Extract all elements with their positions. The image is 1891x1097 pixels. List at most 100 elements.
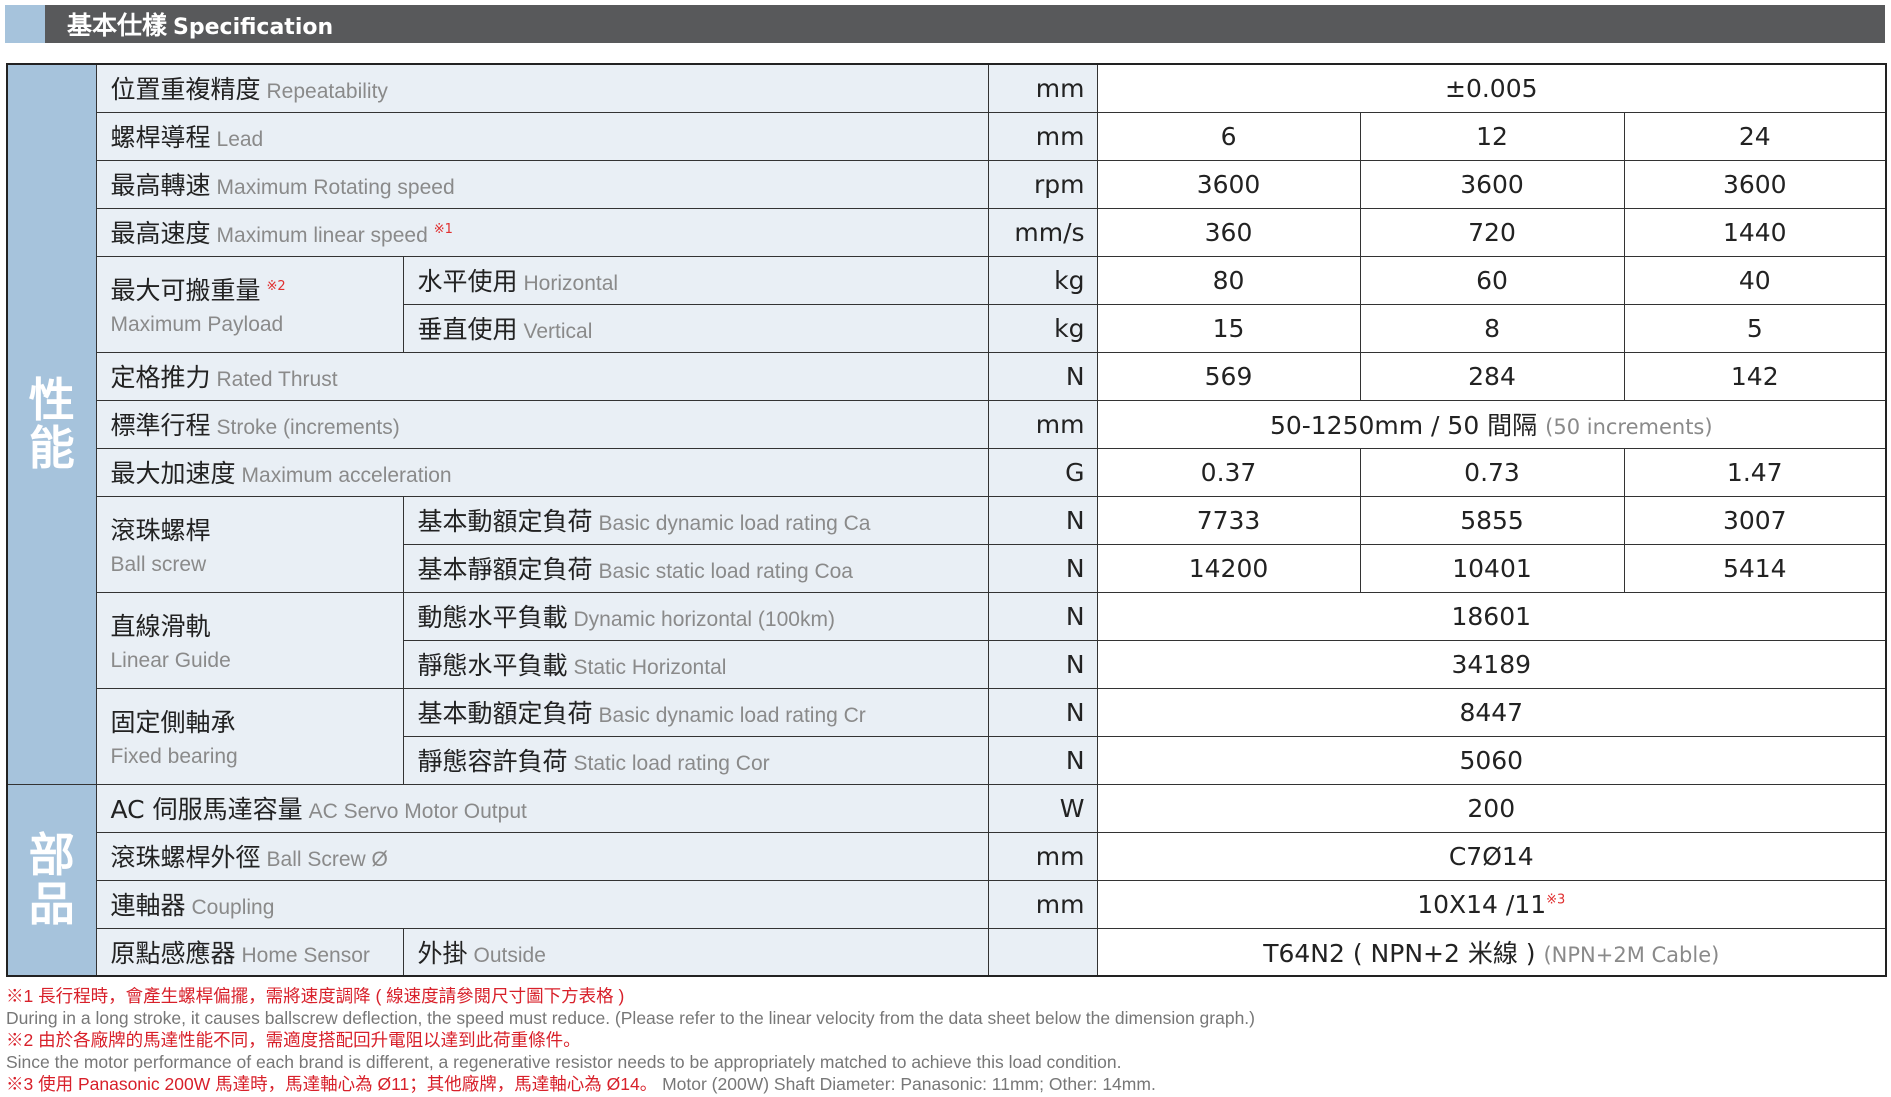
value-text: 5 [1746, 313, 1763, 343]
label-zh: 最大可搬重量 [110, 276, 261, 305]
unit-cell: mm [987, 879, 1098, 929]
label-en: Static Horizontal [573, 656, 727, 679]
unit-cell: W [987, 783, 1098, 833]
value-text: 7733 [1196, 505, 1261, 535]
unit-cell: N [987, 639, 1098, 689]
value-cell: 7733 [1096, 495, 1361, 545]
unit-cell: mm [987, 399, 1098, 449]
value-text: ±0.005 [1445, 73, 1538, 103]
label-en: Repeatability [266, 80, 388, 104]
value-text: 5414 [1722, 553, 1787, 583]
value-cell: C7Ø14 [1096, 831, 1887, 881]
value-text: 569 [1204, 361, 1253, 391]
spec-label: 固定側軸承 Fixed bearing [95, 687, 404, 785]
label-zh: 最大加速度 [110, 459, 236, 488]
footnote-text: ※3 使用 Panasonic 200W 馬達時，馬達軸心為 Ø11；其他廠牌，… [6, 1074, 658, 1094]
value-cell: 10X14 /11※3 [1096, 879, 1887, 929]
table-row: 滾珠螺桿 Ball screw 基本動額定負荷 Basic dynamic load … [7, 495, 1887, 593]
value-text: 8 [1484, 313, 1500, 343]
value-cell: 569 [1096, 351, 1361, 401]
header-accent [5, 5, 45, 43]
spec-label: 標準行程 Stroke (increments) [95, 399, 989, 449]
label-zh: 固定側軸承 [110, 708, 236, 737]
label-en: Stroke (increments) [216, 416, 400, 439]
label-zh: 最高轉速 [110, 171, 211, 200]
spec-table: 性能 位置重複精度 Repeatability mm ±0.005 螺桿導程 Lead mm 6… [6, 63, 1888, 977]
label-en: Ball screw [110, 553, 207, 576]
spec-label: 滾珠螺桿外徑 Ball Screw Ø [95, 831, 989, 881]
value-cell: 14200 [1096, 543, 1361, 593]
label-zh: 滾珠螺桿外徑 [110, 843, 261, 872]
spec-label: 螺桿導程 Lead [95, 111, 989, 161]
label-zh: 基本靜額定負荷 [417, 555, 593, 584]
value-cell: 10401 [1359, 543, 1625, 593]
footnote-line: ※2 由於各廠牌的馬達性能不同，需適度搭配回升電阻以達到此荷重條件。 [6, 1029, 1255, 1051]
footnotes: ※1 長行程時，會產生螺桿偏擺，需將速度調降 ( 線速度請參閱尺寸圖下方表格 )… [6, 985, 1255, 1095]
value-text: 18601 [1451, 601, 1532, 631]
label-zh: 直線滑軌 [110, 612, 211, 641]
label-zh: 最高速度 [110, 219, 211, 248]
label-zh: 標準行程 [110, 411, 211, 440]
label-en: Linear Guide [110, 649, 231, 672]
spec-label: 最高轉速 Maximum Rotating speed [95, 159, 989, 209]
label-zh: 水平使用 [417, 267, 518, 296]
label-zh: 定格推力 [110, 363, 211, 392]
label-en: Home Sensor [241, 943, 370, 967]
value-en: (50 increments) [1545, 415, 1713, 439]
label-zh: 連軸器 [110, 891, 186, 920]
spec-label: 靜態容許負荷 Static load rating Cor [402, 735, 989, 785]
label-en: Basic dynamic load rating Ca [598, 512, 871, 535]
value-cell: 5414 [1623, 543, 1887, 593]
label-en: Vertical [523, 320, 593, 343]
label-en: Rated Thrust [216, 368, 338, 391]
value-cell: 360 [1096, 207, 1361, 257]
label-en: AC Servo Motor Output [308, 800, 527, 823]
value-cell: 18601 [1096, 591, 1887, 641]
table-row: 基本靜額定負荷 Basic static load rating Coa N 1420… [7, 543, 1887, 593]
spec-label: 位置重複精度 Repeatability [95, 63, 989, 113]
unit-cell: kg [987, 255, 1098, 305]
unit-cell: mm [987, 831, 1098, 881]
label-zh: 原點感應器 [110, 938, 236, 968]
value-cell: 8 [1359, 303, 1625, 353]
value-cell: 3600 [1359, 159, 1625, 209]
unit-cell: N [987, 495, 1098, 545]
spec-label: 基本靜額定負荷 Basic static load rating Coa [402, 543, 989, 593]
value-text: 200 [1467, 793, 1516, 823]
value-text: 80 [1212, 265, 1245, 295]
table-row: 部品 AC 伺服馬達容量 AC Servo Motor Output W 200 [6, 783, 1887, 977]
label-en: Maximum acceleration [241, 464, 452, 487]
value-text: 10X14 /11 [1417, 889, 1547, 919]
value-text: 284 [1468, 361, 1516, 391]
value-cell: 720 [1359, 207, 1625, 257]
spec-label: 外掛 Outside [402, 927, 989, 977]
unit-cell: mm [987, 63, 1098, 113]
unit-cell: N [987, 351, 1098, 401]
label-en: Coupling [191, 896, 275, 919]
spec-label: 動態水平負載 Dynamic horizontal (100km) [402, 591, 989, 641]
footnote-text: ※1 長行程時，會產生螺桿偏擺，需將速度調降 ( 線速度請參閱尺寸圖下方表格 ) [6, 986, 625, 1006]
table-row: 直線滑軌 Linear Guide 動態水平負載 Dynamic horizontal… [7, 591, 1887, 689]
value-text: 8447 [1459, 697, 1524, 727]
table-row: 垂直使用 Vertical kg 15 8 5 [7, 303, 1887, 353]
spec-label: 直線滑軌 Linear Guide [95, 591, 404, 689]
spec-label: 基本動額定負荷 Basic dynamic load rating Ca [402, 495, 989, 545]
label-zh: 滾珠螺桿 [110, 516, 211, 545]
value-cell: 12 [1359, 111, 1625, 161]
value-cell: 50-1250mm / 50 間隔 (50 increments) [1096, 399, 1887, 449]
label-zh: 動態水平負載 [417, 603, 568, 632]
spec-label: AC 伺服馬達容量 AC Servo Motor Output [95, 783, 989, 833]
label-en: Static load rating Cor [573, 752, 770, 775]
value-cell: 6 [1096, 111, 1361, 161]
spec-label: 基本動額定負荷 Basic dynamic load rating Cr [402, 687, 989, 737]
value-cell: 3600 [1096, 159, 1361, 209]
label-en: Outside [473, 943, 546, 967]
label-zh: 外掛 [417, 938, 468, 968]
label-en: Maximum linear speed [216, 224, 428, 247]
value-cell: 3007 [1623, 495, 1887, 545]
table-row: 標準行程 Stroke (increments) mm 50-1250mm / 50 … [7, 399, 1887, 449]
footnote-line: Since the motor performance of each bran… [6, 1051, 1255, 1073]
footnote-text: Since the motor performance of each bran… [6, 1052, 1122, 1072]
value-text: 3600 [1722, 169, 1787, 199]
label-zh: 靜態水平負載 [417, 651, 568, 680]
